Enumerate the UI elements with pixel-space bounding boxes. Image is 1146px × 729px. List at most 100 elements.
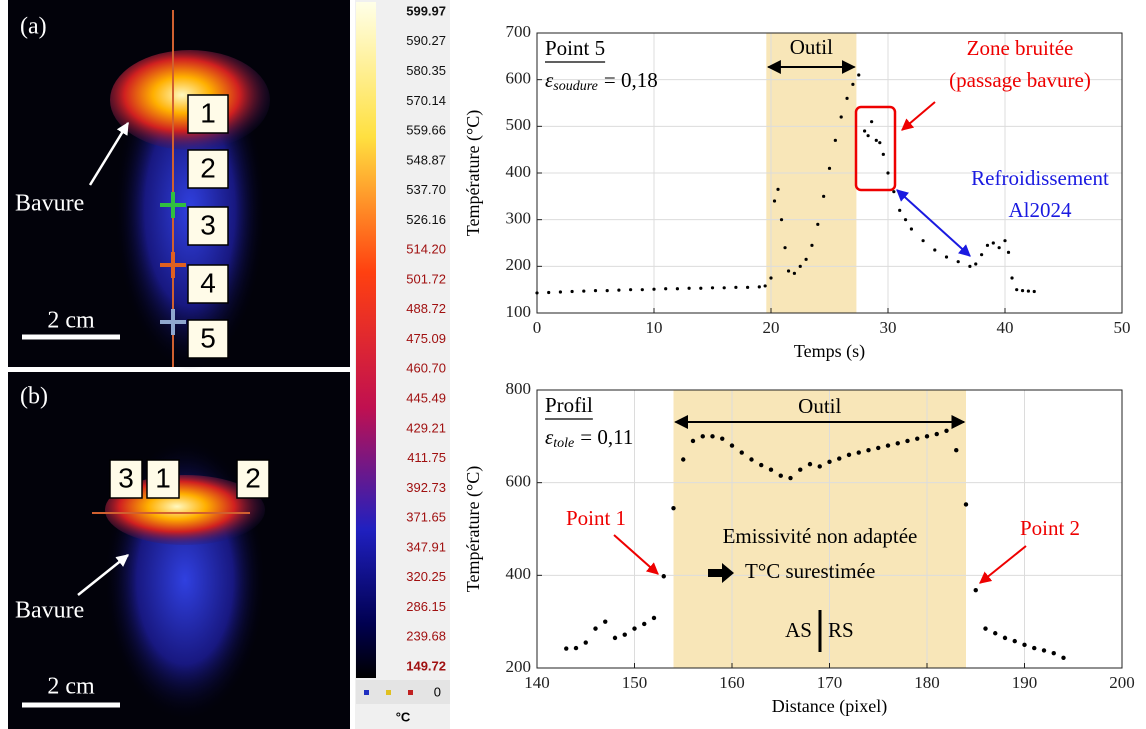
data-point <box>845 96 849 100</box>
data-point <box>974 262 978 266</box>
point-label: 1 <box>200 97 216 128</box>
colorbar-label: 239.68 <box>406 629 446 644</box>
data-point <box>661 574 666 579</box>
data-point <box>866 448 871 453</box>
data-point <box>547 290 551 295</box>
data-point <box>593 626 598 631</box>
data-point <box>876 445 881 451</box>
colorbar <box>355 0 450 729</box>
colorbar-footer <box>356 680 450 704</box>
x-tick-label: 190 <box>1012 673 1038 692</box>
data-point <box>956 260 960 264</box>
point-label: Profil <box>545 393 593 417</box>
annotation: Zone bruitée <box>967 36 1074 60</box>
y-tick-label: 100 <box>506 302 532 321</box>
data-point <box>983 626 988 631</box>
data-point <box>1015 288 1019 292</box>
data-point <box>778 473 783 478</box>
x-tick-label: 180 <box>914 673 940 692</box>
data-point <box>603 619 608 624</box>
point-box <box>146 459 180 499</box>
data-point <box>664 287 668 291</box>
arrow <box>979 545 1027 584</box>
colorbar-label: 488.72 <box>406 301 446 316</box>
crosses <box>160 192 186 335</box>
data-point <box>833 138 837 142</box>
point-label: 3 <box>200 209 216 240</box>
data-point <box>779 218 784 222</box>
x-axis-label: Temps (s) <box>794 341 865 362</box>
annotation: AS <box>785 618 812 642</box>
arrow <box>613 534 659 575</box>
y-tick-label: 600 <box>506 472 532 491</box>
data-point <box>729 443 735 448</box>
colorbar-label: 590.27 <box>406 33 446 48</box>
data-point <box>804 257 808 261</box>
data-point <box>768 467 774 472</box>
epsilon-symbol: ε <box>545 68 554 92</box>
data-point <box>993 631 998 636</box>
data-point <box>786 269 791 273</box>
y-tick-label: 400 <box>506 564 532 583</box>
data-point <box>827 166 832 170</box>
colorbar-label: 371.65 <box>406 510 446 525</box>
colorbar-label: 559.66 <box>406 123 446 138</box>
colorbar-strip <box>356 2 376 678</box>
data-point <box>827 459 832 465</box>
data-point <box>886 171 890 175</box>
band-label: Outil <box>798 394 841 418</box>
annotation: Al2024 <box>1009 198 1073 222</box>
data-point <box>892 190 896 194</box>
data-point <box>1061 655 1066 661</box>
data-point <box>757 285 761 289</box>
band-label: Outil <box>790 35 833 59</box>
data-point <box>915 436 920 441</box>
data-point <box>817 464 822 469</box>
data-point <box>722 286 726 290</box>
data-point <box>535 291 539 295</box>
x-tick-label: 200 <box>1109 673 1135 692</box>
data-point <box>1041 648 1047 653</box>
data-point <box>739 450 744 455</box>
data-point <box>772 199 777 203</box>
colorbar-label: 149.72 <box>406 658 446 673</box>
data-point <box>903 218 908 222</box>
data-point <box>700 434 705 439</box>
data-point <box>810 243 814 247</box>
data-point <box>617 288 621 292</box>
data-point <box>1010 276 1014 280</box>
data-point <box>885 443 891 448</box>
annotation: Emissivité non adaptée <box>723 524 918 548</box>
scale-label: 2 cm <box>47 674 95 700</box>
data-point <box>924 434 930 439</box>
epsilon-value: = 0,18 <box>604 68 658 92</box>
highlight-box <box>854 105 897 192</box>
colorbar-label: 347.91 <box>406 539 446 554</box>
data-point <box>881 152 885 156</box>
data-point <box>710 286 715 290</box>
point-box <box>187 319 229 359</box>
epsilon-subscript: tole <box>553 436 574 451</box>
swatch <box>364 690 369 695</box>
annotation: Bavure <box>15 598 84 624</box>
data-point <box>980 253 984 257</box>
data-point <box>769 276 773 280</box>
data-point <box>681 457 686 462</box>
data-point <box>798 264 802 268</box>
x-tick-label: 150 <box>622 673 648 692</box>
data-point <box>612 635 618 641</box>
y-tick-label: 200 <box>506 657 532 676</box>
epsilon-value: = 0,11 <box>580 425 633 449</box>
annotation: RS <box>828 618 854 642</box>
y-tick-label: 400 <box>506 162 532 181</box>
x-tick-label: 40 <box>997 318 1014 337</box>
data-point <box>746 285 750 289</box>
panel-label: (a) <box>20 14 47 40</box>
x-tick-label: 50 <box>1114 318 1131 337</box>
data-point <box>583 640 588 645</box>
data-point <box>878 141 882 145</box>
data-point <box>933 248 937 252</box>
data-point <box>788 475 793 481</box>
data-point <box>1003 239 1007 243</box>
